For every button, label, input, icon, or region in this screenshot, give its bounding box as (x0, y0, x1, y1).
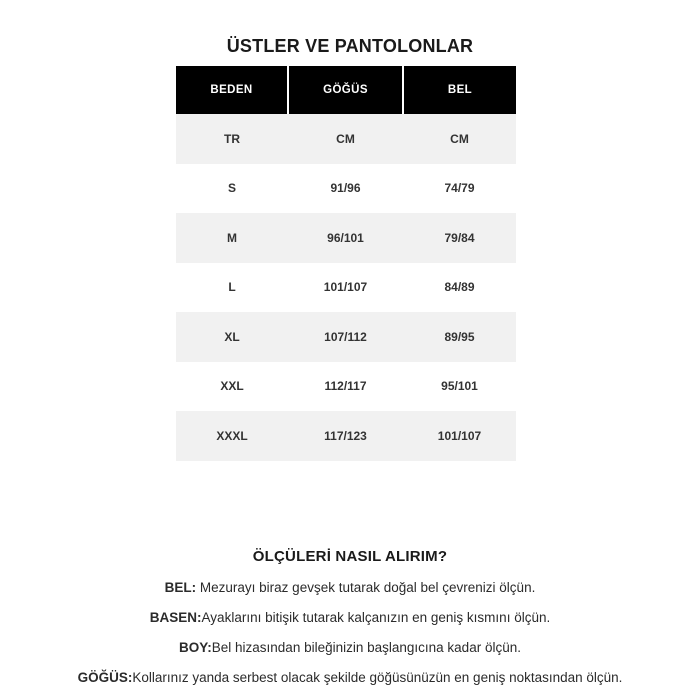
cell-beden: XXXL (176, 411, 288, 461)
cell-beden: XL (176, 312, 288, 362)
cell-unit-gogus: CM (288, 114, 403, 164)
instruction-text: Kollarınız yanda serbest olacak şekilde … (132, 670, 623, 685)
cell-beden: L (176, 262, 288, 312)
cell-gogus: 96/101 (288, 213, 403, 263)
instruction-item-basen: BASEN:Ayaklarını bitişik tutarak kalçanı… (0, 610, 700, 625)
cell-bel: 74/79 (403, 163, 516, 213)
table-row: L 101/107 84/89 (176, 262, 516, 312)
instruction-label: GÖĞÜS: (77, 670, 133, 685)
table-row: S 91/96 74/79 (176, 163, 516, 213)
table-row: M 96/101 79/84 (176, 213, 516, 263)
cell-gogus: 101/107 (288, 262, 403, 312)
column-header-gogus: GÖĞÜS (288, 66, 404, 114)
instruction-text: Ayaklarını bitişik tutarak kalçanızın en… (201, 610, 551, 625)
instruction-item-gogus: GÖĞÜS:Kollarınız yanda serbest olacak şe… (0, 670, 700, 685)
table-row: XXL 112/117 95/101 (176, 361, 516, 411)
instruction-label: BEL: (164, 580, 197, 595)
instruction-item-boy: BOY:Bel hizasından bileğinizin başlangıc… (0, 640, 700, 655)
instruction-label: BOY: (179, 640, 212, 655)
cell-gogus: 112/117 (288, 361, 403, 411)
cell-bel: 79/84 (403, 213, 516, 263)
cell-unit-beden: TR (176, 114, 288, 164)
instruction-item-bel: BEL: Mezurayı biraz gevşek tutarak doğal… (0, 580, 700, 595)
cell-bel: 84/89 (403, 262, 516, 312)
cell-gogus: 107/112 (288, 312, 403, 362)
column-header-bel: BEL (403, 66, 516, 114)
how-to-measure-section: ÖLÇÜLERİ NASIL ALIRIM? BEL: Mezurayı bir… (0, 548, 700, 685)
instruction-text: Mezurayı biraz gevşek tutarak doğal bel … (196, 580, 536, 595)
instruction-label: BASEN: (149, 610, 202, 625)
table-body: TR CM CM S 91/96 74/79 M 96/101 79/84 L … (176, 114, 516, 461)
cell-bel: 95/101 (403, 361, 516, 411)
instruction-text: Bel hizasından bileğinizin başlangıcına … (211, 640, 521, 655)
page-title: ÜSTLER VE PANTOLONLAR (226, 36, 474, 56)
cell-beden: M (176, 213, 288, 263)
table-row: XXXL 117/123 101/107 (176, 411, 516, 461)
cell-gogus: 91/96 (288, 163, 403, 213)
cell-bel: 89/95 (403, 312, 516, 362)
table-row: XL 107/112 89/95 (176, 312, 516, 362)
table-header: BEDEN GÖĞÜS BEL (176, 66, 516, 114)
cell-gogus: 117/123 (288, 411, 403, 461)
table-header-row: BEDEN GÖĞÜS BEL (176, 66, 516, 114)
cell-beden: XXL (176, 361, 288, 411)
size-chart-table: BEDEN GÖĞÜS BEL TR CM CM S 91/96 74/79 M… (176, 66, 516, 461)
cell-unit-bel: CM (403, 114, 516, 164)
how-to-measure-list: BEL: Mezurayı biraz gevşek tutarak doğal… (0, 580, 700, 685)
column-header-beden: BEDEN (176, 66, 289, 114)
table-row-units: TR CM CM (176, 114, 516, 164)
cell-bel: 101/107 (403, 411, 516, 461)
how-to-measure-title: ÖLÇÜLERİ NASIL ALIRIM? (252, 548, 448, 565)
cell-beden: S (176, 163, 288, 213)
